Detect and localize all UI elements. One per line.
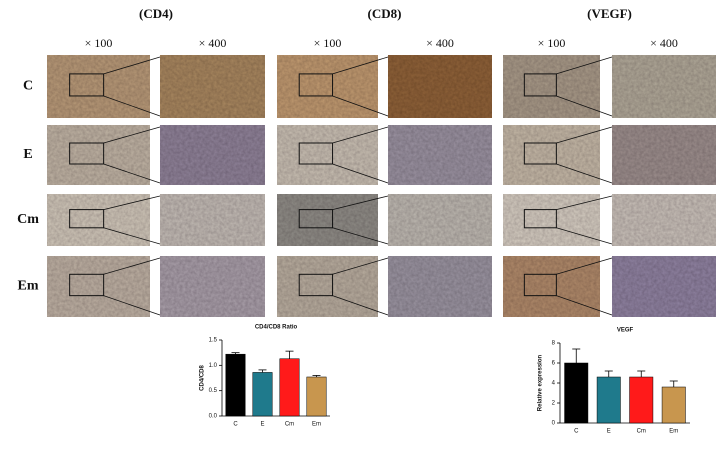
zoom-box	[523, 142, 557, 165]
micrograph-low	[503, 194, 600, 246]
zoom-line	[556, 126, 613, 144]
micrograph-high	[160, 194, 265, 246]
chart-title: CD4/CD8 Ratio	[255, 325, 298, 331]
column-header: (CD8)	[368, 6, 402, 21]
y-tick-label: 1.0	[209, 363, 218, 369]
magnification-label: × 400	[426, 36, 454, 50]
zoom-box	[523, 273, 557, 297]
y-tick-label: 0	[552, 421, 556, 427]
zoom-box	[523, 209, 557, 229]
y-tick-label: 0.0	[209, 414, 218, 420]
zoom-line	[332, 163, 389, 184]
zoom-line	[556, 56, 613, 75]
x-tick-label: C	[233, 422, 238, 428]
micrograph-low	[503, 55, 600, 118]
bar	[564, 362, 589, 424]
zoom-line	[556, 95, 613, 117]
y-axis-label: Relative expression	[538, 354, 544, 411]
zoom-box	[298, 209, 334, 229]
row-label: C	[23, 79, 33, 94]
micrograph-high	[160, 125, 265, 185]
magnification-label: × 100	[314, 36, 342, 50]
column-header: (VEGF)	[587, 6, 632, 21]
chart-title: VEGF	[617, 328, 634, 334]
micrograph-high	[612, 125, 716, 185]
zoom-line	[103, 126, 161, 144]
micrograph-high	[160, 256, 265, 317]
zoom-box	[298, 273, 334, 297]
zoom-box	[298, 73, 334, 97]
x-tick-label: Em	[669, 429, 678, 435]
zoom-line	[556, 163, 613, 184]
zoom-line	[103, 163, 161, 184]
bar	[279, 358, 300, 417]
magnification-label: × 400	[650, 36, 678, 50]
bar	[596, 376, 621, 424]
y-tick-label: 4	[552, 381, 556, 387]
zoom-line	[332, 56, 389, 75]
zoom-line	[103, 95, 161, 117]
zoom-line	[556, 195, 613, 210]
zoom-line	[103, 56, 161, 75]
row-label: E	[23, 147, 32, 162]
micrograph-high	[388, 256, 492, 317]
magnification-label: × 400	[199, 36, 227, 50]
zoom-line	[332, 227, 389, 245]
micrograph-high	[160, 55, 265, 118]
micrograph-high	[388, 194, 492, 246]
zoom-box	[523, 73, 557, 97]
zoom-line	[332, 126, 389, 144]
x-tick-label: E	[260, 422, 264, 428]
zoom-line	[556, 257, 613, 275]
y-tick-label: 8	[552, 341, 556, 347]
zoom-line	[103, 257, 161, 275]
y-tick-label: 6	[552, 361, 556, 367]
zoom-line	[332, 95, 389, 117]
x-tick-label: C	[574, 429, 579, 435]
row-label: Em	[18, 279, 39, 294]
zoom-box	[69, 273, 105, 297]
micrograph-high	[388, 55, 492, 118]
micrograph-low	[503, 256, 600, 317]
zoom-box	[69, 209, 105, 229]
micrograph-high	[388, 125, 492, 185]
zoom-box	[69, 73, 105, 97]
magnification-label: × 100	[538, 36, 566, 50]
x-tick-label: Cm	[637, 429, 646, 435]
zoom-line	[332, 195, 389, 210]
zoom-line	[103, 295, 161, 316]
column-header: (CD4)	[139, 6, 173, 21]
magnification-label: × 100	[85, 36, 113, 50]
micrograph-low	[503, 125, 600, 185]
y-tick-label: 1.5	[209, 338, 218, 344]
zoom-box	[69, 142, 105, 165]
zoom-box	[298, 142, 334, 165]
y-axis-label: CD4/CD8	[200, 365, 206, 391]
bar	[252, 372, 273, 417]
x-tick-label: Cm	[285, 422, 294, 428]
y-tick-label: 0.5	[209, 388, 218, 394]
zoom-line	[556, 227, 613, 245]
zoom-line	[103, 195, 161, 210]
zoom-line	[556, 295, 613, 316]
bar	[225, 353, 246, 417]
y-tick-label: 2	[552, 401, 556, 407]
micrograph-high	[612, 256, 716, 317]
zoom-line	[103, 227, 161, 245]
zoom-line	[332, 295, 389, 316]
bar	[306, 376, 327, 417]
bar	[661, 386, 686, 424]
row-label: Cm	[17, 212, 39, 227]
x-tick-label: E	[607, 429, 611, 435]
zoom-line	[332, 257, 389, 275]
x-tick-label: Em	[312, 422, 321, 428]
bar	[629, 376, 654, 424]
micrograph-high	[612, 55, 716, 118]
micrograph-high	[612, 194, 716, 246]
